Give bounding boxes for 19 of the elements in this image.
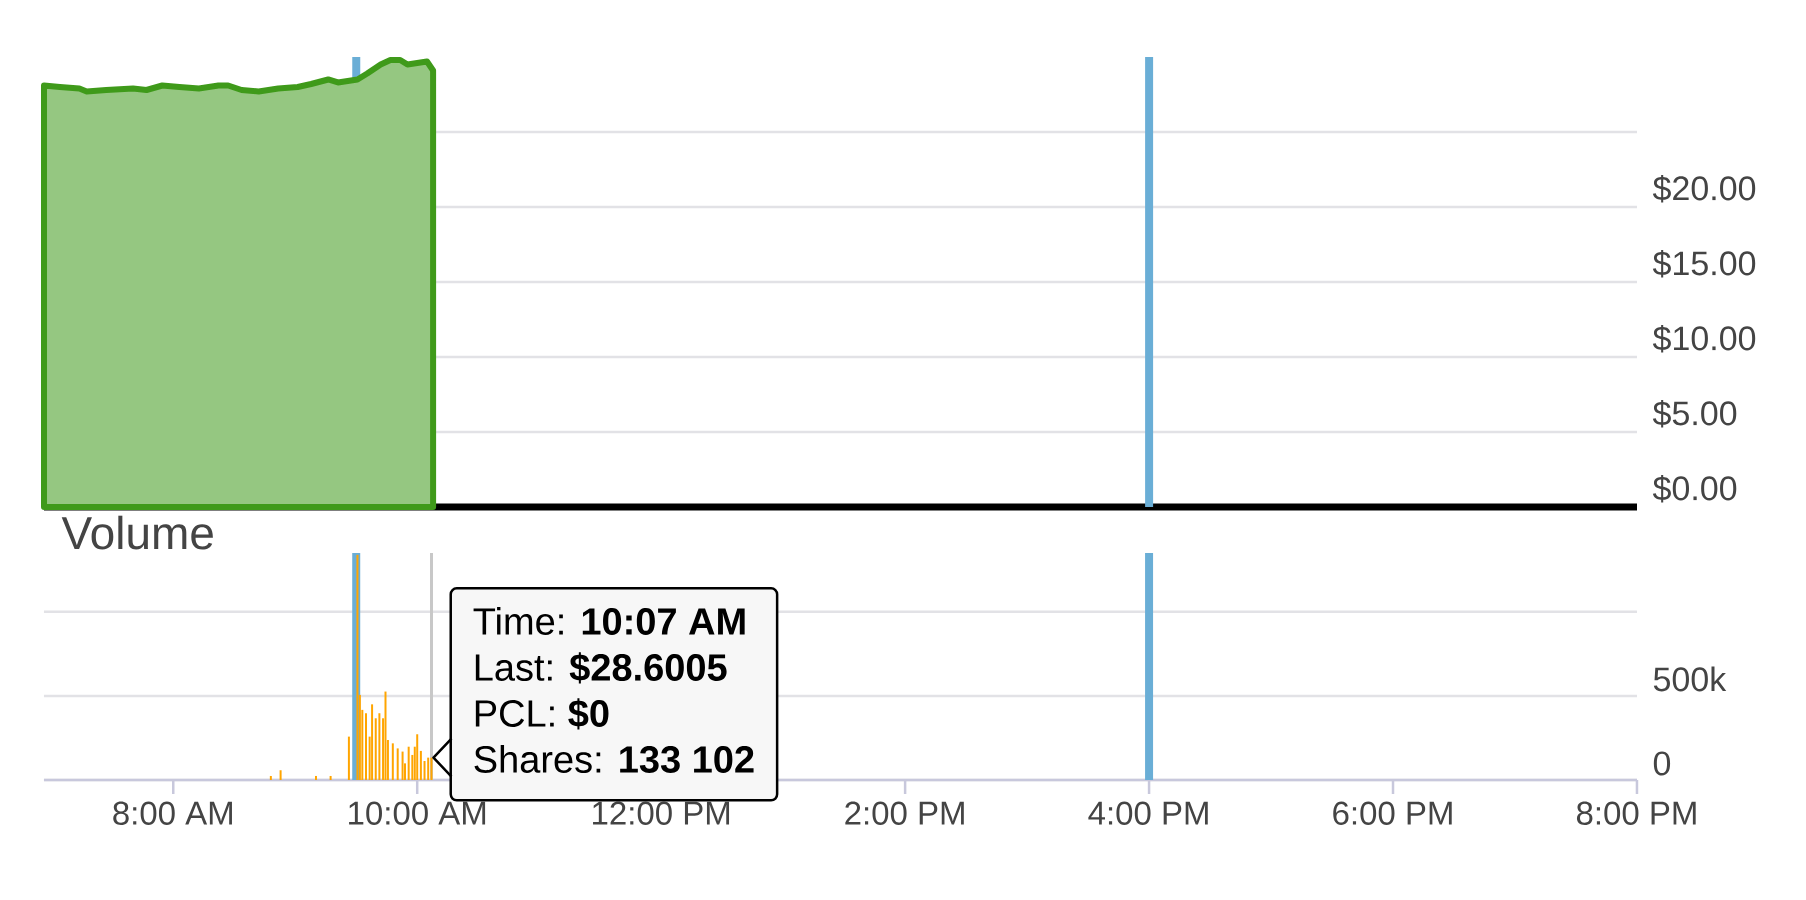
chart-title: Volume: [61, 515, 213, 550]
annotation: Shares: 133 102: [474, 745, 754, 773]
x-tick-label: 12:00 PM: [593, 801, 730, 825]
x-tick-label: 6:00 PM: [1333, 801, 1452, 825]
y-tick-label: 0: [1653, 751, 1671, 776]
annotation: Time: 10:07 AM: [473, 607, 745, 635]
y-tick-label: $0.00: [1652, 474, 1737, 503]
annotation: PCL: $0: [475, 698, 609, 730]
y-tick-label: $20.00: [1652, 174, 1756, 203]
y-tick-label: $15.00: [1652, 249, 1756, 278]
y-tick-label: $10.00: [1652, 324, 1756, 353]
y-tick-label: $5.00: [1652, 399, 1737, 428]
x-tick-label: 8:00 PM: [1576, 801, 1696, 825]
y-tick-label: 500k: [1653, 666, 1727, 692]
annotation: Last: $28.6005: [475, 652, 727, 684]
x-tick-label: 4:00 PM: [1088, 801, 1208, 825]
x-tick-label: 2:00 PM: [845, 801, 964, 825]
x-tick-label: 8:00 AM: [113, 801, 232, 825]
x-tick-label: 10:00 AM: [349, 801, 486, 825]
